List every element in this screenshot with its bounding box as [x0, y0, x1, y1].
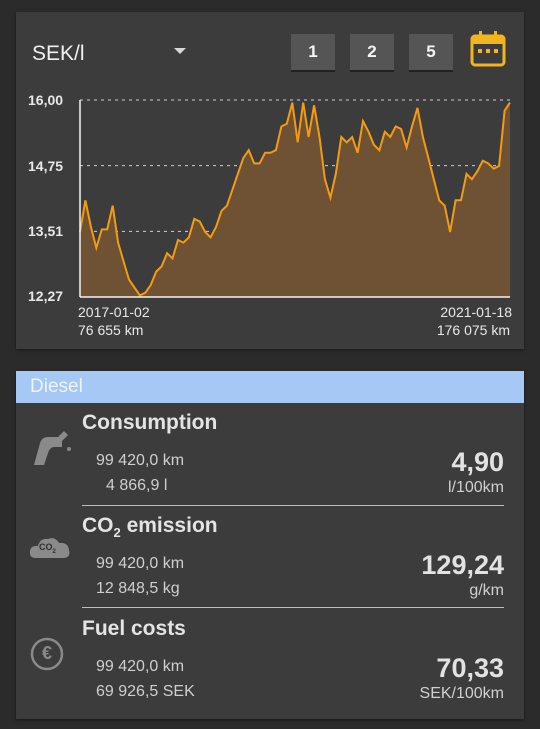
range-5-years-button[interactable]: 5 [409, 34, 453, 70]
emission-title: CO2 emission [82, 514, 218, 540]
emission-mass: 12 848,5 kg [96, 580, 180, 597]
price-chart-card: SEK/l 1 2 5 16,00 14,75 13,51 12,27 2017… [16, 12, 524, 349]
emission-unit: g/km [469, 582, 504, 599]
consumption-value: 4,90 [451, 447, 504, 477]
consumption-unit: l/100km [447, 479, 504, 496]
costs-row[interactable]: € Fuel costs 99 420,0 km 69 926,5 SEK 70… [16, 617, 524, 717]
y-tick-label: 13,51 [28, 223, 64, 239]
range-1-year-button[interactable]: 1 [291, 34, 335, 70]
emission-row[interactable]: CO2 CO2 emission 99 420,0 km 12 848,5 kg… [16, 514, 524, 614]
costs-title: Fuel costs [82, 617, 186, 640]
dropdown-arrow-icon[interactable] [174, 48, 186, 54]
consumption-volume: 4 866,9 l [106, 477, 168, 494]
euro-icon: € [30, 637, 64, 671]
divider [82, 607, 504, 608]
fuel-stats-card: Diesel Consumption 99 420,0 km 4 866,9 l… [16, 371, 524, 719]
price-series-line [79, 102, 511, 297]
x-end-date: 2021-01-18 [440, 304, 512, 320]
unit-dropdown-label: SEK/l [32, 42, 85, 65]
calendar-icon[interactable] [469, 30, 507, 68]
price-area-fill [80, 102, 510, 297]
costs-total: 69 926,5 SEK [96, 683, 195, 700]
co2-icon-text: CO [39, 542, 53, 552]
co2-cloud-icon: CO2 [28, 534, 72, 562]
x-start-date: 2017-01-02 [78, 304, 150, 320]
emission-title-rest: emission [120, 514, 218, 537]
fuel-type-name: Diesel [30, 376, 83, 397]
consumption-distance: 99 420,0 km [96, 452, 185, 469]
emission-title-co: CO [82, 514, 114, 537]
consumption-title: Consumption [82, 411, 218, 434]
price-area-chart [79, 99, 511, 298]
emission-title-subscript: 2 [113, 525, 121, 541]
y-tick-label: 16,00 [28, 92, 64, 108]
divider [82, 505, 504, 506]
co2-icon-subscript: 2 [52, 548, 56, 555]
y-tick-label: 14,75 [28, 158, 64, 174]
fuel-pump-icon [34, 431, 71, 465]
unit-dropdown[interactable]: SEK/l [32, 42, 85, 66]
costs-distance: 99 420,0 km [96, 658, 185, 675]
emission-distance: 99 420,0 km [96, 555, 185, 572]
emission-value: 129,24 [421, 550, 504, 580]
range-2-years-button[interactable]: 2 [350, 34, 394, 70]
fuel-type-header[interactable]: Diesel [16, 371, 524, 403]
euro-symbol: € [41, 643, 52, 663]
x-end-odometer: 176 075 km [436, 322, 510, 338]
costs-unit: SEK/100km [419, 685, 504, 702]
costs-value: 70,33 [436, 653, 504, 683]
x-start-odometer: 76 655 km [78, 322, 144, 338]
consumption-row[interactable]: Consumption 99 420,0 km 4 866,9 l 4,90 l… [16, 411, 524, 511]
y-tick-label: 12,27 [28, 288, 64, 304]
